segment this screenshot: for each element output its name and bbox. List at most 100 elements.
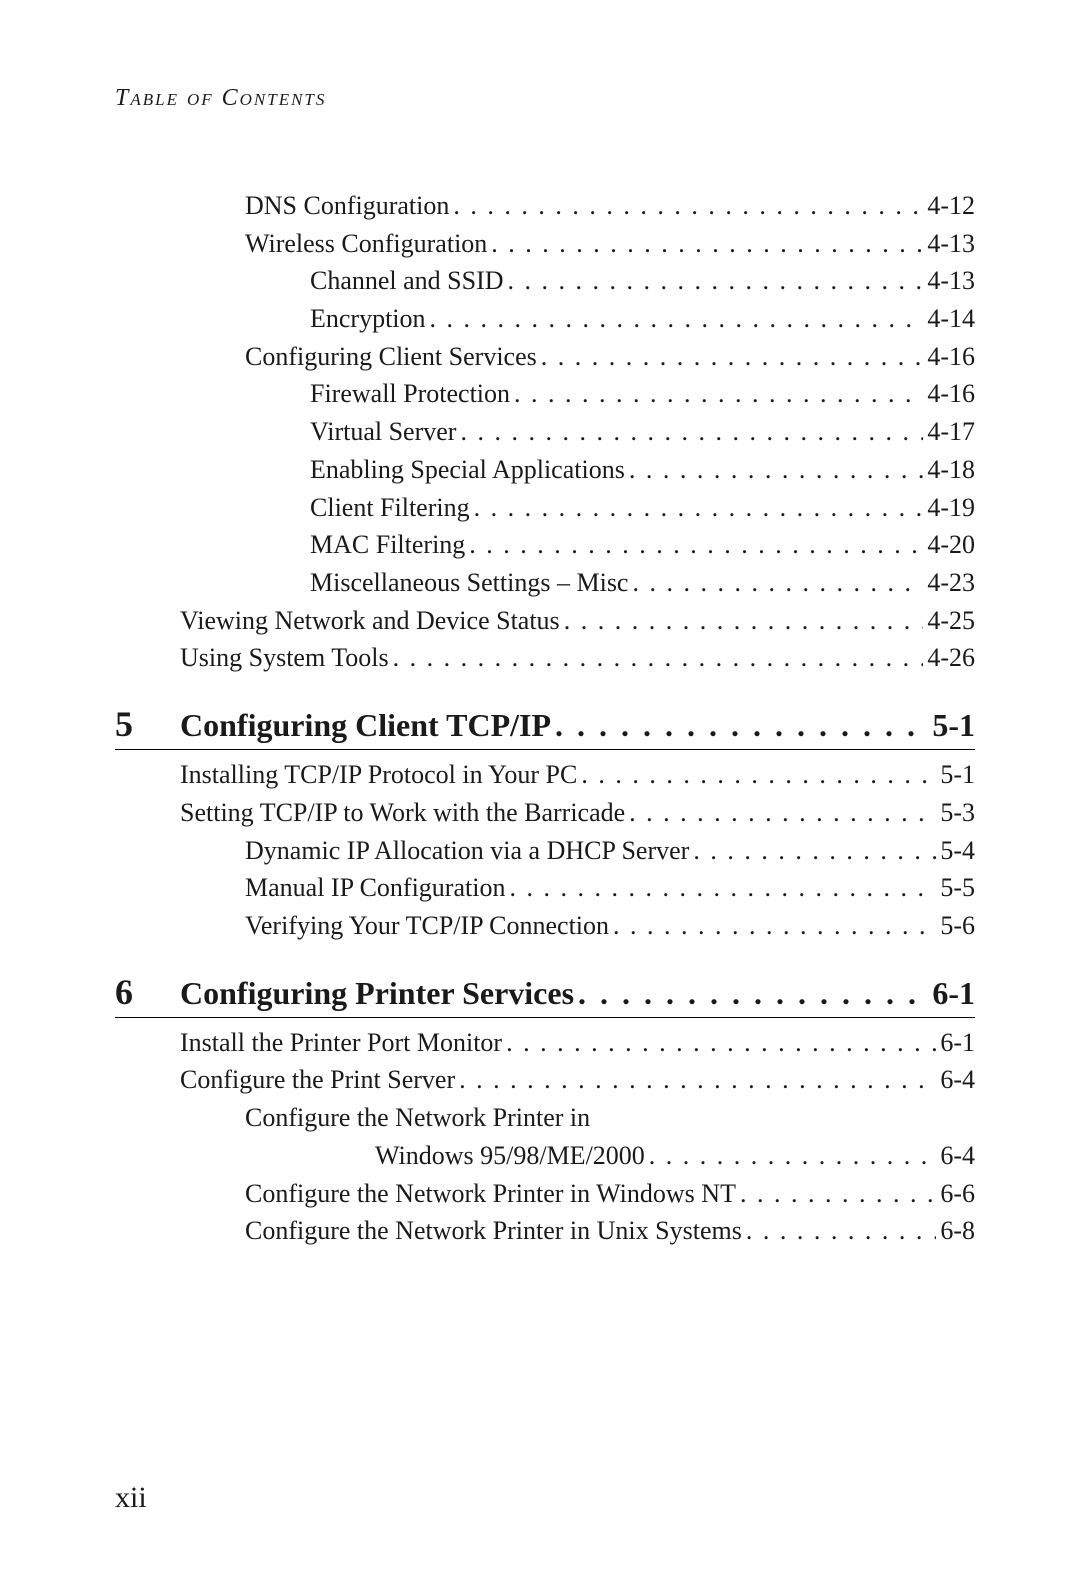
header-title: Table of Contents	[115, 85, 975, 112]
page-number: xii	[115, 1481, 147, 1515]
toc-dots: . . . . . . . . . . . . . . . . . . . . …	[581, 756, 936, 794]
toc-page: 6-8	[940, 1212, 975, 1250]
toc-dots: . . . . . . . . . . . . . . . . . . . . …	[578, 974, 928, 1012]
toc-title: Configure the Network Printer in Unix Sy…	[245, 1212, 742, 1250]
toc-dots: . . . . . . . . . . . . . . . . . . . . …	[649, 1137, 937, 1175]
toc-page: 4-25	[927, 602, 975, 640]
toc-chapter: 6Configuring Printer Services . . . . . …	[115, 971, 975, 1018]
toc-dots: . . . . . . . . . . . . . . . . . . . . …	[514, 375, 923, 413]
toc-title: Channel and SSID	[310, 262, 504, 300]
toc-title: Setting TCP/IP to Work with the Barricad…	[180, 794, 625, 832]
chapter-number: 6	[115, 971, 180, 1014]
toc-title: Wireless Configuration	[245, 225, 487, 263]
toc-entry: Windows 95/98/ME/2000 . . . . . . . . . …	[375, 1137, 975, 1175]
toc-title: Using System Tools	[180, 639, 389, 677]
toc-dots: . . . . . . . . . . . . . . . . . . . . …	[393, 639, 924, 677]
toc-entry: Enabling Special Applications . . . . . …	[310, 451, 975, 489]
toc-entry: Install the Printer Port Monitor . . . .…	[180, 1024, 975, 1062]
toc-dots: . . . . . . . . . . . . . . . . . . . . …	[459, 1061, 936, 1099]
toc-dots: . . . . . . . . . . . . . . . . . . . . …	[746, 1212, 936, 1250]
toc-page: 5-1	[932, 706, 975, 744]
toc-dots: . . . . . . . . . . . . . . . . . . . . …	[632, 564, 923, 602]
toc-page: 6-1	[932, 974, 975, 1012]
toc-title: DNS Configuration	[245, 187, 449, 225]
toc-title: Viewing Network and Device Status	[180, 602, 560, 640]
toc-entry: Encryption . . . . . . . . . . . . . . .…	[310, 300, 975, 338]
toc-title: Manual IP Configuration	[245, 869, 505, 907]
toc-dots: . . . . . . . . . . . . . . . . . . . . …	[629, 794, 936, 832]
toc-entry: Miscellaneous Settings – Misc . . . . . …	[310, 564, 975, 602]
toc-page: 4-17	[927, 413, 975, 451]
toc-entry: Client Filtering . . . . . . . . . . . .…	[310, 489, 975, 527]
toc-page: 4-16	[927, 375, 975, 413]
toc-title: Verifying Your TCP/IP Connection	[245, 907, 609, 945]
toc-page: 4-14	[927, 300, 975, 338]
toc-entry: Manual IP Configuration . . . . . . . . …	[245, 869, 975, 907]
toc-dots: . . . . . . . . . . . . . . . . . . . . …	[453, 187, 923, 225]
toc-title: Configuring Printer Services	[180, 974, 574, 1012]
toc-entry: Dynamic IP Allocation via a DHCP Server …	[245, 832, 975, 870]
toc-dots: . . . . . . . . . . . . . . . . . . . . …	[469, 526, 923, 564]
toc-dots: . . . . . . . . . . . . . . . . . . . . …	[613, 907, 936, 945]
toc-title: Configure the Network Printer in	[245, 1099, 590, 1137]
toc-title: Miscellaneous Settings – Misc	[310, 564, 628, 602]
toc-entry: Configure the Network Printer in Windows…	[245, 1175, 975, 1213]
toc-entry: Firewall Protection . . . . . . . . . . …	[310, 375, 975, 413]
toc-entry: MAC Filtering . . . . . . . . . . . . . …	[310, 526, 975, 564]
toc-dots: . . . . . . . . . . . . . . . . . . . . …	[460, 413, 923, 451]
toc-title: Configuring Client Services	[245, 338, 537, 376]
toc-dots: . . . . . . . . . . . . . . . . . . . . …	[555, 706, 928, 744]
toc-title: Configure the Print Server	[180, 1061, 455, 1099]
toc-entry: Channel and SSID . . . . . . . . . . . .…	[310, 262, 975, 300]
page: Table of Contents DNS Configuration . . …	[0, 0, 1080, 1570]
toc-title: Install the Printer Port Monitor	[180, 1024, 502, 1062]
chapter-number: 5	[115, 703, 180, 746]
toc-page: 4-18	[927, 451, 975, 489]
toc-dots: . . . . . . . . . . . . . . . . . . . . …	[508, 262, 924, 300]
toc-page: 5-6	[940, 907, 975, 945]
toc-entry: Wireless Configuration . . . . . . . . .…	[245, 225, 975, 263]
toc-page: 5-4	[940, 832, 975, 870]
toc-dots: . . . . . . . . . . . . . . . . . . . . …	[491, 225, 923, 263]
toc-title: Dynamic IP Allocation via a DHCP Server	[245, 832, 689, 870]
toc-title: Windows 95/98/ME/2000	[375, 1137, 645, 1175]
toc-title: Installing TCP/IP Protocol in Your PC	[180, 756, 577, 794]
toc-entry: Configure the Network Printer in Unix Sy…	[245, 1212, 975, 1250]
toc-title: Enabling Special Applications	[310, 451, 625, 489]
toc-dots: . . . . . . . . . . . . . . . . . . . . …	[430, 300, 924, 338]
toc-list: DNS Configuration . . . . . . . . . . . …	[115, 187, 975, 1250]
toc-title: Virtual Server	[310, 413, 456, 451]
toc-entry: Installing TCP/IP Protocol in Your PC . …	[180, 756, 975, 794]
toc-page: 5-5	[940, 869, 975, 907]
toc-entry: Configuring Client Services . . . . . . …	[245, 338, 975, 376]
toc-page: 4-19	[927, 489, 975, 527]
toc-dots: . . . . . . . . . . . . . . . . . . . . …	[509, 869, 936, 907]
toc-page: 4-13	[927, 262, 975, 300]
toc-entry: Verifying Your TCP/IP Connection . . . .…	[245, 907, 975, 945]
toc-title: Client Filtering	[310, 489, 470, 527]
toc-page: 4-16	[927, 338, 975, 376]
toc-page: 6-4	[940, 1061, 975, 1099]
toc-dots: . . . . . . . . . . . . . . . . . . . . …	[693, 832, 936, 870]
toc-entry: Configure the Network Printer in	[245, 1099, 975, 1137]
toc-page: 6-4	[940, 1137, 975, 1175]
toc-page: 4-12	[927, 187, 975, 225]
toc-dots: . . . . . . . . . . . . . . . . . . . . …	[506, 1024, 936, 1062]
toc-dots: . . . . . . . . . . . . . . . . . . . . …	[740, 1175, 936, 1213]
toc-title: Configure the Network Printer in Windows…	[245, 1175, 736, 1213]
toc-page: 5-1	[940, 756, 975, 794]
toc-page: 6-1	[940, 1024, 975, 1062]
toc-title: Firewall Protection	[310, 375, 510, 413]
toc-page: 4-13	[927, 225, 975, 263]
toc-page: 5-3	[940, 794, 975, 832]
toc-title: Encryption	[310, 300, 426, 338]
toc-entry: Viewing Network and Device Status . . . …	[180, 602, 975, 640]
toc-entry: Virtual Server . . . . . . . . . . . . .…	[310, 413, 975, 451]
toc-page: 4-20	[927, 526, 975, 564]
toc-title: Configuring Client TCP/IP	[180, 706, 551, 744]
toc-dots: . . . . . . . . . . . . . . . . . . . . …	[629, 451, 923, 489]
toc-chapter: 5Configuring Client TCP/IP . . . . . . .…	[115, 703, 975, 750]
toc-entry: DNS Configuration . . . . . . . . . . . …	[245, 187, 975, 225]
toc-title: MAC Filtering	[310, 526, 465, 564]
toc-entry: Configure the Print Server . . . . . . .…	[180, 1061, 975, 1099]
